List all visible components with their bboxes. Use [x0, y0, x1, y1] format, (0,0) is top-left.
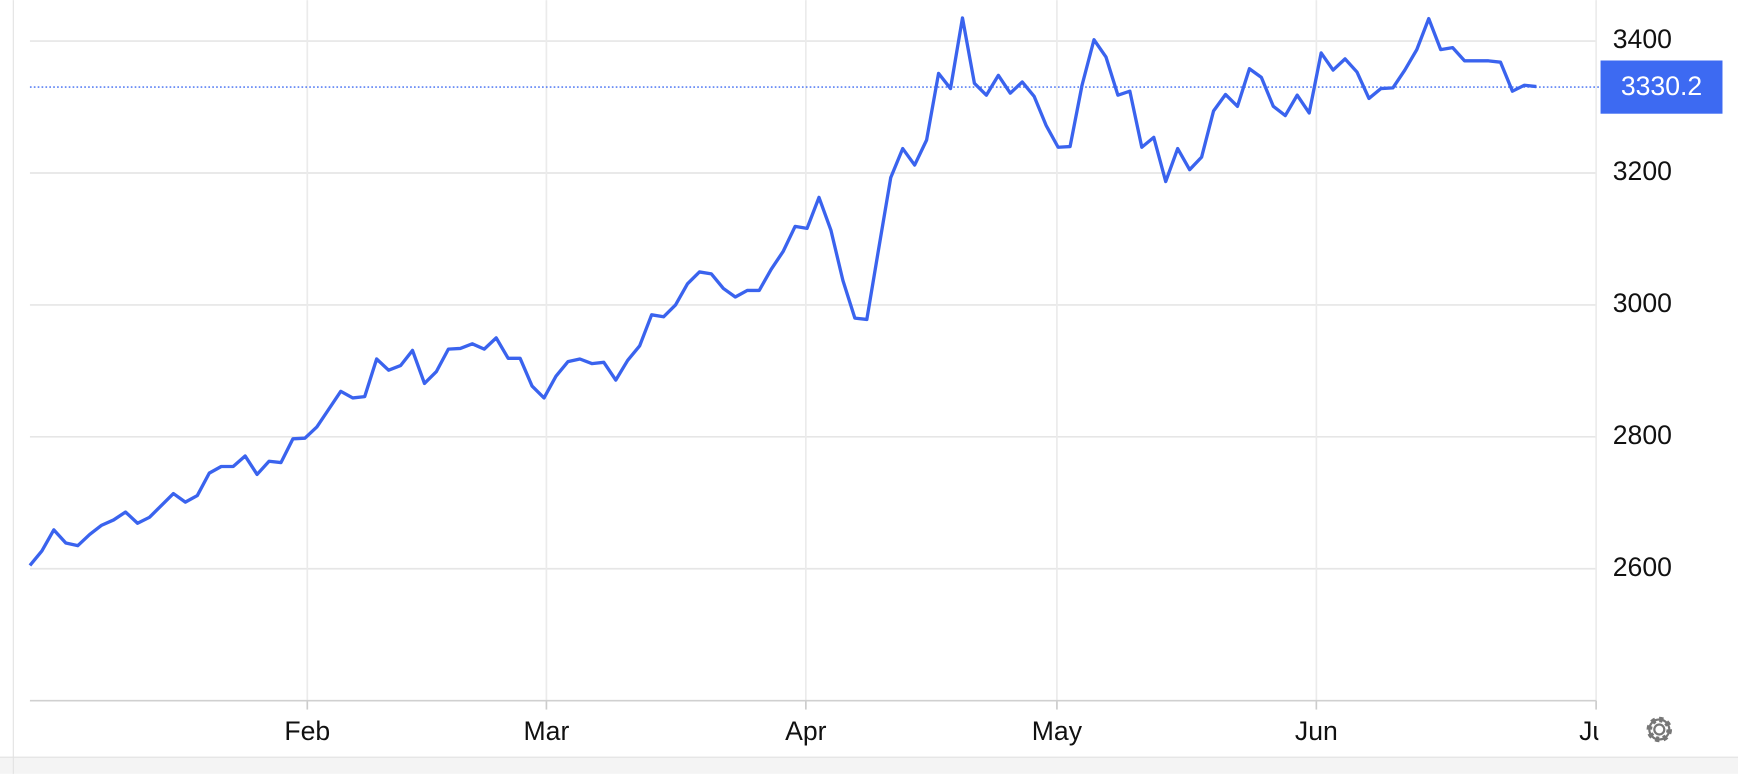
last-value-label: 3330.2	[1621, 71, 1702, 101]
y-labels: 2600 2800 3000 3200 3400	[1613, 24, 1672, 582]
last-value-badge	[1600, 60, 1723, 114]
x-labels: Feb Mar Apr May Jun Jul	[284, 716, 1613, 746]
settings-icon[interactable]	[1646, 716, 1673, 743]
y-tick-label: 2600	[1613, 552, 1672, 582]
price-line	[28, 16, 1537, 567]
footer-band	[0, 757, 1738, 774]
x-tick-label: Feb	[284, 716, 330, 746]
x-tick-label: Jul	[1579, 716, 1613, 746]
y-tick-label: 3400	[1613, 24, 1672, 54]
x-tick-label: May	[1032, 716, 1083, 746]
y-tick-label: 2800	[1613, 420, 1672, 450]
y-tick-label: 3000	[1613, 288, 1672, 318]
x-tick-label: Mar	[524, 716, 570, 746]
x-tick-label: Apr	[785, 716, 827, 746]
grid	[29, 0, 1597, 710]
plot: 3330.2	[28, 16, 1723, 567]
y-tick-label: 3200	[1613, 156, 1672, 186]
x-tick-label: Jun	[1295, 716, 1338, 746]
